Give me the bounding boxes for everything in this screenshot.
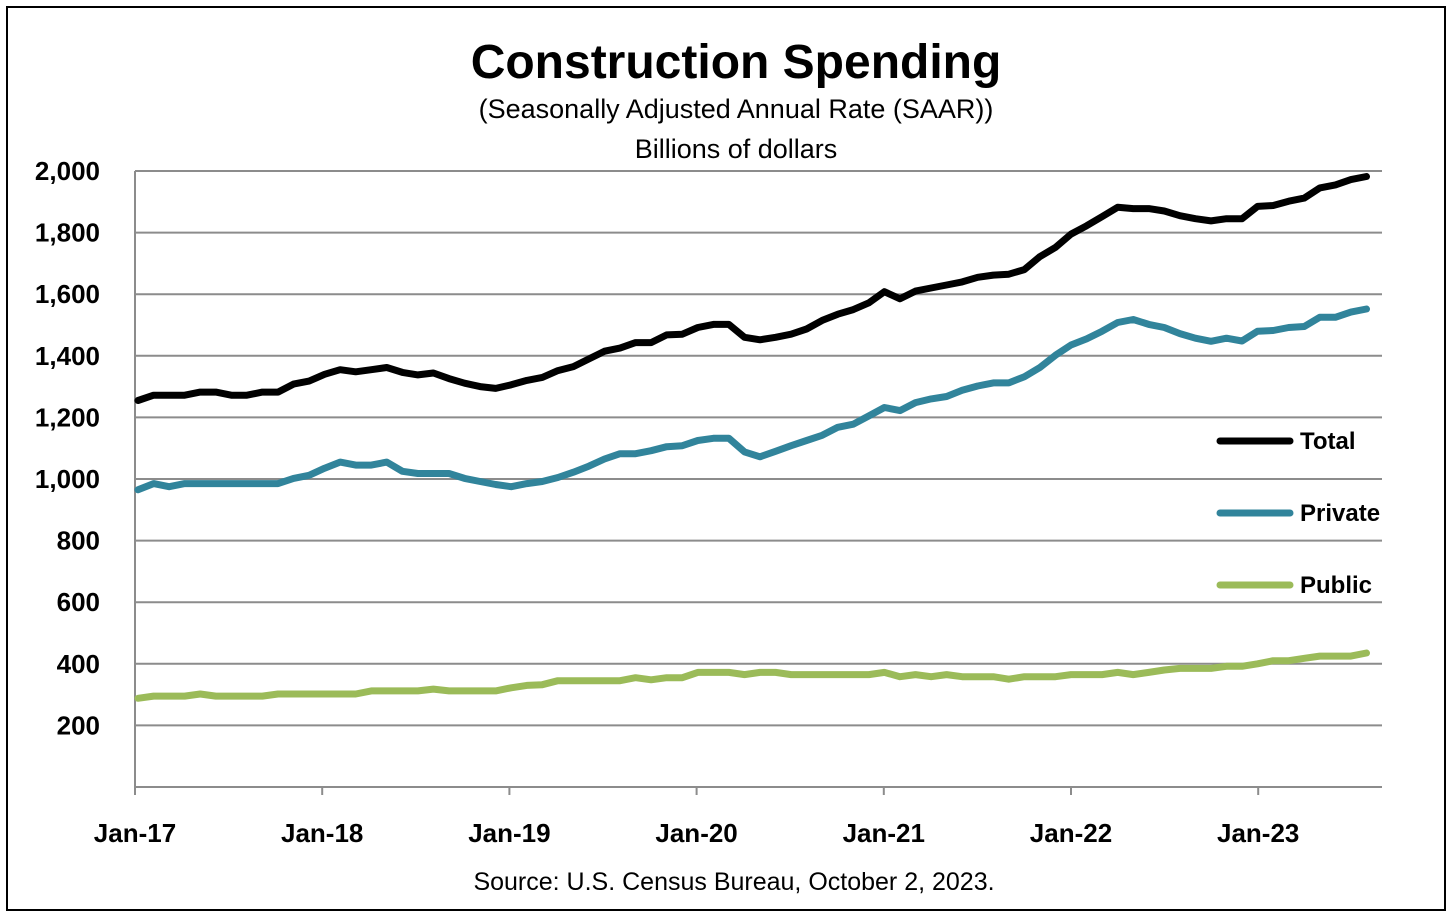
chart-source: Source: U.S. Census Bureau, October 2, 2… bbox=[473, 868, 994, 896]
y-tick-label: 200 bbox=[57, 710, 100, 740]
chart-frame: Construction Spending (Seasonally Adjust… bbox=[6, 6, 1446, 911]
x-tick-label: Jan-20 bbox=[655, 818, 737, 848]
legend-label-private: Private bbox=[1300, 500, 1380, 527]
y-tick-label: 2,000 bbox=[35, 156, 100, 186]
x-tick-label: Jan-17 bbox=[94, 818, 176, 848]
series-lines bbox=[134, 173, 1370, 702]
y-tick-label: 1,200 bbox=[35, 402, 100, 432]
axes bbox=[134, 171, 1382, 788]
y-tick-label: 1,600 bbox=[35, 279, 100, 309]
y-tick-label: 400 bbox=[57, 649, 100, 679]
chart-subtitle: (Seasonally Adjusted Annual Rate (SAAR)) bbox=[479, 94, 994, 124]
chart-title: Construction Spending bbox=[471, 36, 1002, 89]
y-tick-label: 1,400 bbox=[35, 341, 100, 371]
x-tick-label: Jan-19 bbox=[468, 818, 550, 848]
x-tick-label: Jan-23 bbox=[1217, 818, 1299, 848]
x-axis-tick-labels: Jan-17 Jan-18 Jan-19 Jan-20 Jan-21 Jan-22 Jan-… bbox=[94, 787, 1299, 848]
x-tick-label: Jan-22 bbox=[1030, 818, 1112, 848]
y-tick-label: 800 bbox=[57, 526, 100, 556]
legend: Total Private Public bbox=[1216, 428, 1380, 599]
chart-subtitle-units: Billions of dollars bbox=[635, 134, 838, 164]
series-line-public bbox=[134, 649, 1370, 702]
construction-spending-chart: Construction Spending (Seasonally Adjust… bbox=[35, 36, 1382, 896]
x-tick-label: Jan-21 bbox=[843, 818, 925, 848]
series-line-total bbox=[134, 173, 1370, 404]
y-tick-label: 1,000 bbox=[35, 464, 100, 494]
y-tick-label: 1,800 bbox=[35, 218, 100, 248]
y-tick-label: 600 bbox=[57, 587, 100, 617]
legend-label-public: Public bbox=[1300, 572, 1372, 599]
y-axis-tick-labels: 200 400 600 800 1,000 1,200 1,400 1,600 1,800 2,0… bbox=[35, 156, 100, 740]
x-tick-label: Jan-18 bbox=[281, 818, 363, 848]
gridlines bbox=[135, 170, 1382, 727]
legend-label-total: Total bbox=[1300, 428, 1356, 455]
series-line-private bbox=[134, 305, 1370, 494]
